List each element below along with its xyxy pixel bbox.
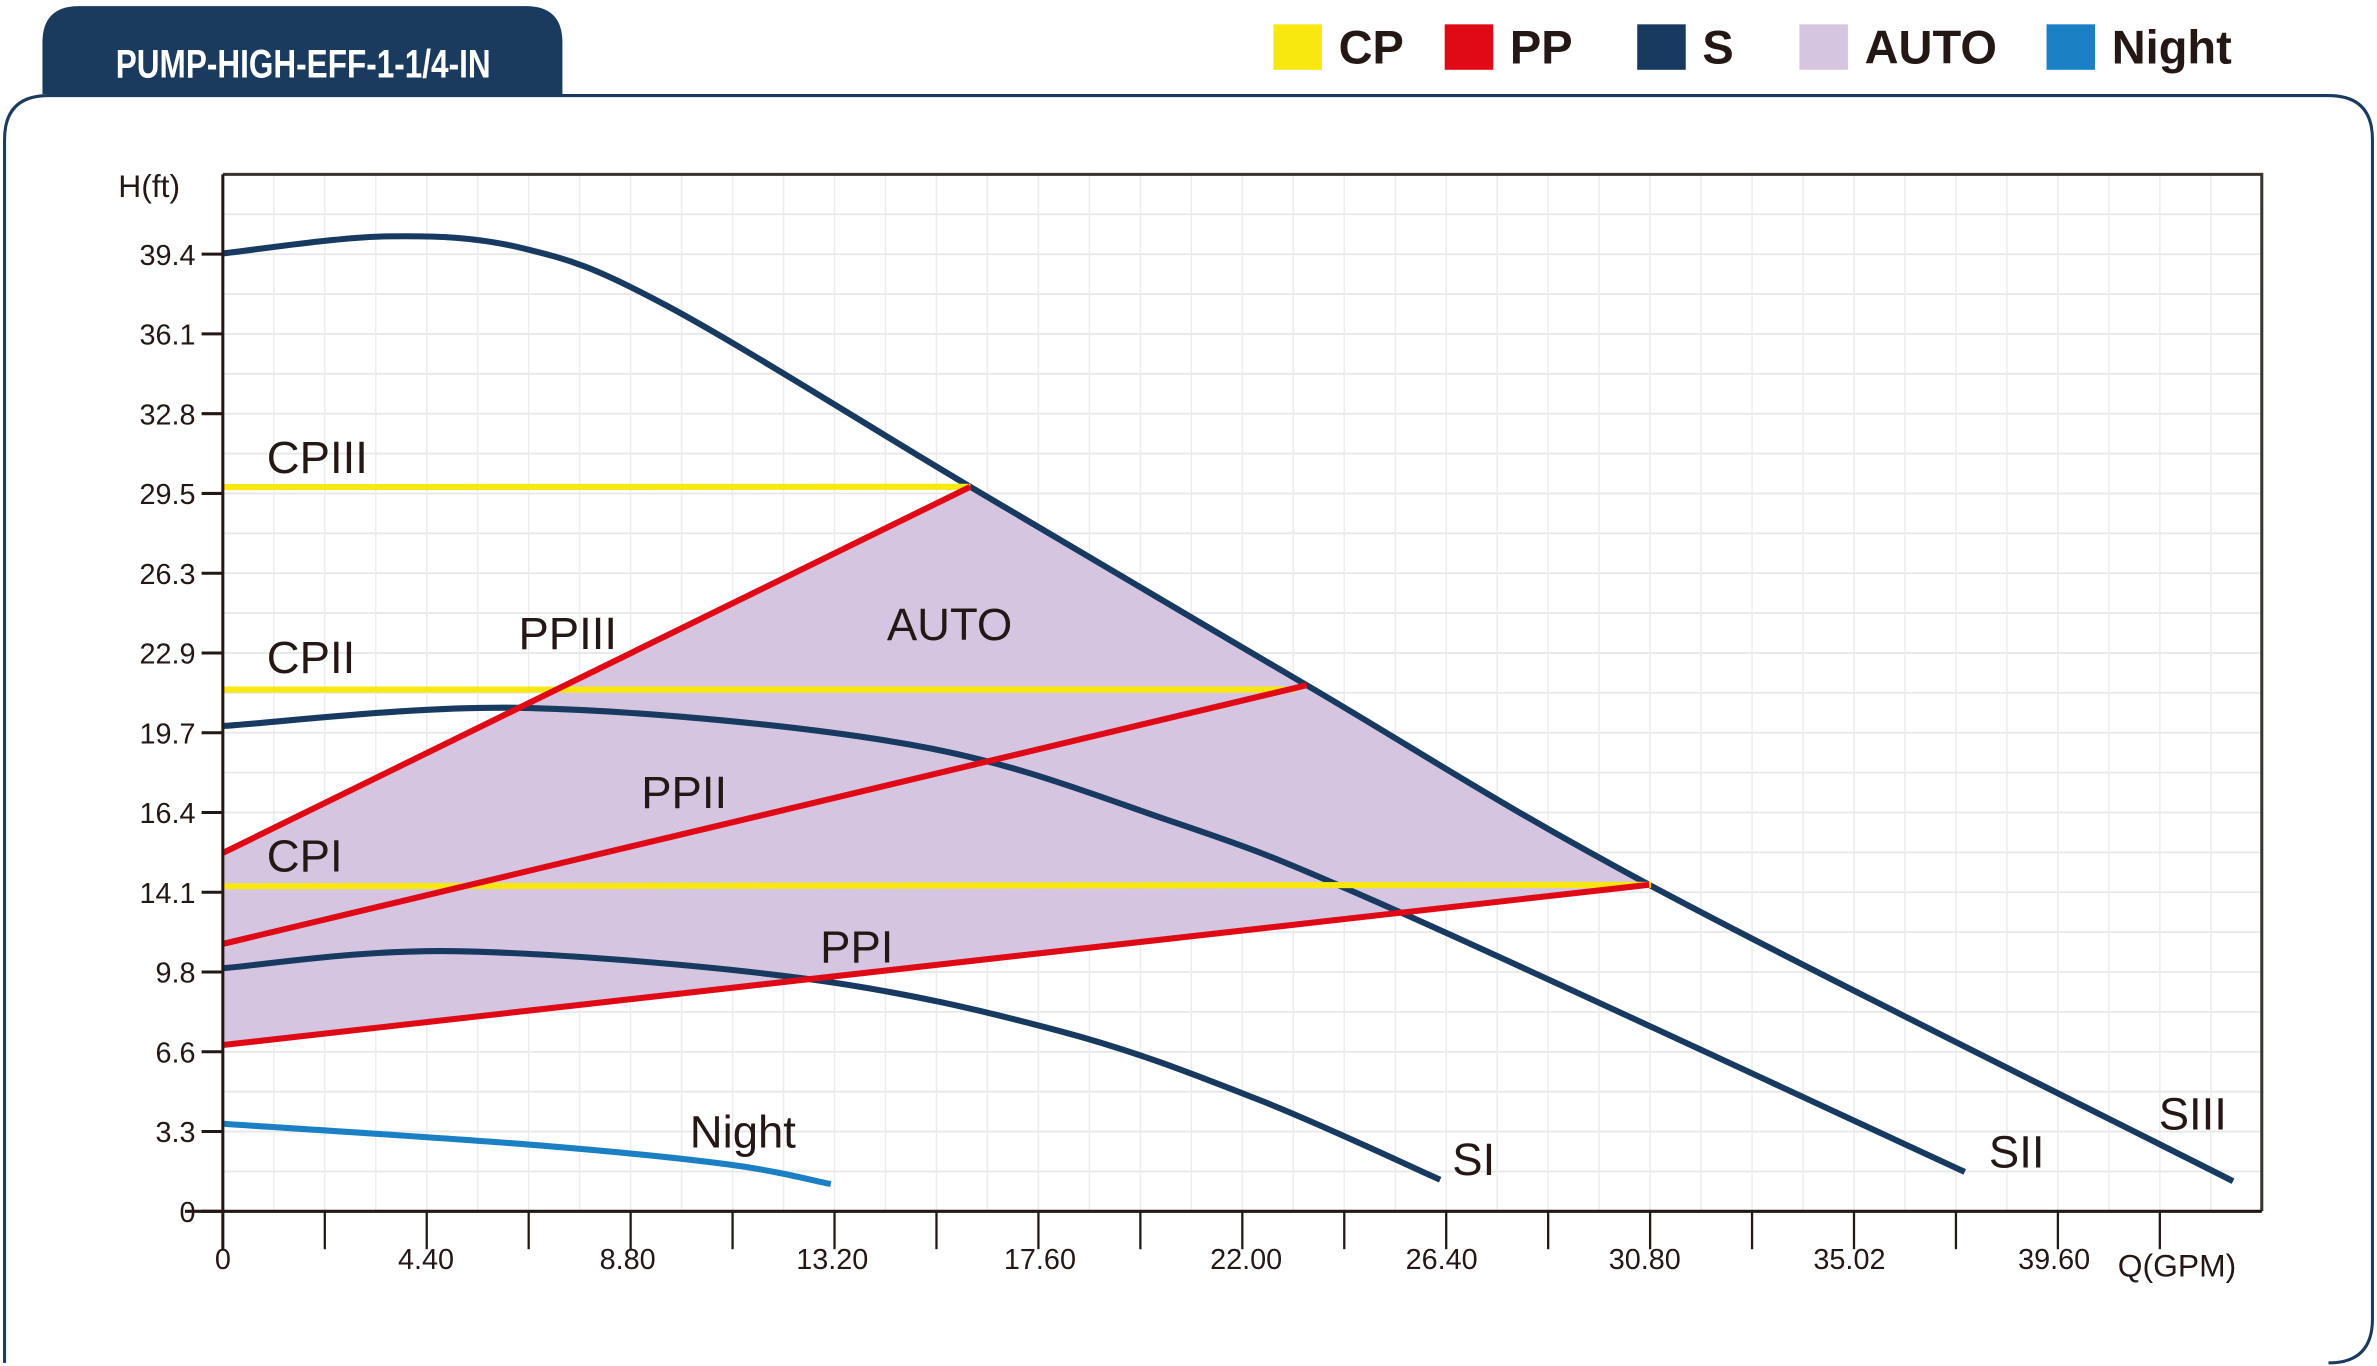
y-tick-label: 36.1 — [139, 320, 195, 352]
legend-swatch-auto — [1799, 24, 1848, 70]
label-ppii: PPII — [641, 767, 727, 818]
title-tab — [42, 6, 563, 95]
plot-frame — [222, 172, 2264, 1212]
y-tick-label: 0 — [180, 1197, 196, 1229]
auto-region — [222, 486, 1650, 1046]
x-tick-label: 0 — [215, 1244, 231, 1276]
x-axis-label: Q(GPM) — [2118, 1247, 2236, 1283]
x-tick-label: 13.20 — [796, 1244, 868, 1276]
legend-label-cp: CP — [1339, 21, 1404, 74]
legend-label-night: Night — [2112, 21, 2232, 74]
series-ppii — [222, 682, 1308, 947]
x-tick-label: 26.40 — [1406, 1244, 1478, 1276]
y-tick-label: 39.4 — [139, 240, 195, 272]
label-night: Night — [690, 1107, 797, 1158]
y-tick-label: 26.3 — [139, 559, 195, 591]
label-ppi: PPI — [820, 922, 893, 973]
x-tick-label: 8.80 — [600, 1244, 656, 1276]
label-si: SI — [1452, 1134, 1495, 1185]
y-tick-label: 16.4 — [139, 798, 195, 830]
series-ppi — [222, 881, 1650, 1049]
y-tick-label: 29.5 — [139, 479, 195, 511]
x-tick-label: 39.60 — [2018, 1244, 2090, 1276]
series-group — [221, 233, 2235, 1188]
label-cpi: CPI — [267, 831, 343, 882]
axes: 0 3.3 6.6 9.8 14.1 16.4 19.7 22.9 26.3 29.5 32.8 36… — [139, 172, 2264, 1276]
legend-swatch-pp — [1444, 24, 1494, 70]
label-cpii: CPII — [267, 632, 355, 683]
x-tick-label: 35.02 — [1813, 1244, 1885, 1276]
legend-label-pp: PP — [1510, 21, 1573, 74]
y-tick-label: 32.8 — [139, 399, 195, 431]
y-axis-label: H(ft) — [118, 168, 180, 204]
label-sii: SII — [1989, 1126, 2045, 1177]
chart-title: PUMP-HIGH-EFF-1-1/4-IN — [116, 42, 491, 86]
series-night — [222, 1120, 832, 1188]
legend-swatch-night — [2046, 24, 2096, 70]
x-tick-label: 30.80 — [1609, 1244, 1681, 1276]
series-si — [222, 948, 1442, 1183]
y-tick-label: 22.9 — [139, 639, 195, 671]
y-tick-label: 14.1 — [139, 878, 195, 910]
label-siii: SIII — [2159, 1088, 2227, 1139]
y-tick-label: 3.3 — [156, 1117, 196, 1149]
legend-swatch-cp — [1273, 24, 1322, 70]
x-tick-label: 4.40 — [398, 1244, 454, 1276]
legend-label-auto: AUTO — [1865, 21, 1997, 74]
legend-swatch-s — [1637, 24, 1686, 70]
series-ppiii — [221, 484, 972, 856]
x-tick-label: 22.00 — [1210, 1244, 1282, 1276]
x-tick-label: 17.60 — [1004, 1244, 1076, 1276]
label-auto: AUTO — [887, 599, 1012, 650]
y-tick-label: 19.7 — [139, 718, 195, 750]
legend: CP PP S AUTO Night — [1273, 21, 2232, 74]
series-cpi — [222, 881, 1652, 890]
label-cpiii: CPIII — [267, 432, 368, 483]
series-sii — [222, 704, 1967, 1175]
legend-label-s: S — [1702, 21, 1733, 74]
chart-panel — [3, 94, 2374, 1365]
series-siii — [222, 233, 2235, 1184]
label-ppiii: PPIII — [518, 608, 617, 659]
y-tick-label: 6.6 — [156, 1037, 196, 1069]
y-tick-label: 9.8 — [156, 958, 196, 990]
